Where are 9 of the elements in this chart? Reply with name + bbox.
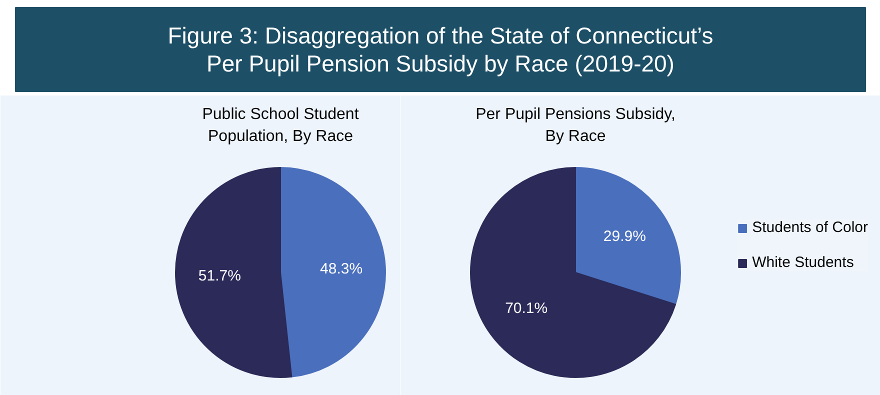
legend-label: Students of Color: [752, 219, 868, 236]
data-label: 70.1%: [505, 300, 548, 317]
data-label: 48.3%: [320, 260, 363, 278]
chart-subtitle: Per Pupil Pensions Subsidy, By Race: [476, 106, 676, 145]
data-label: 29.9%: [603, 228, 646, 246]
chart-subtitle: Public School Student Population, By Race: [202, 106, 360, 145]
legend-label: White Students: [752, 254, 854, 271]
data-label: 51.7%: [198, 267, 241, 284]
chart-title: Figure 3: Disaggregation of the State of Connecticut’s Per Pupil Pension Subsidy by Race (2019-20): [168, 22, 714, 76]
